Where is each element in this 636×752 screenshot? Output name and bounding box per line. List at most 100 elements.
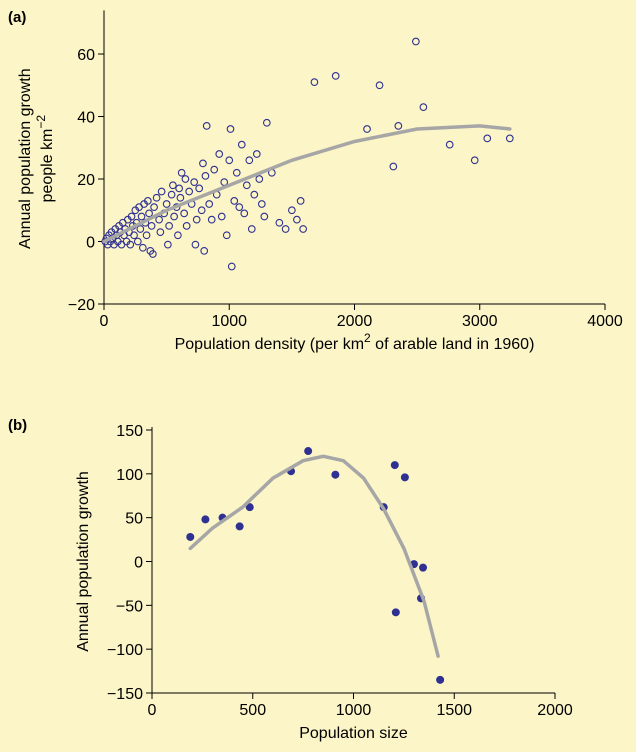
data-point (419, 103, 428, 111)
x-tick-label: 2000 (537, 702, 573, 719)
panel-label: (a) (8, 9, 26, 26)
data-point (257, 200, 266, 208)
y-tick-label: −20 (68, 297, 95, 314)
y-tick-label: −150 (107, 686, 143, 703)
data-point (245, 503, 254, 512)
x-tick-label: 1000 (336, 702, 372, 719)
data-point (390, 461, 399, 470)
data-point (215, 150, 224, 158)
data-point (260, 212, 269, 221)
data-point (252, 150, 261, 158)
data-point (155, 215, 163, 224)
y-tick-label: 150 (116, 423, 143, 440)
data-point (262, 118, 271, 127)
data-point (483, 134, 492, 143)
data-point (389, 162, 398, 171)
data-point (281, 225, 290, 233)
trend-line (188, 454, 440, 658)
data-point (436, 675, 445, 684)
y-label-superscript: −2 (34, 115, 48, 129)
data-point (186, 532, 195, 541)
y-tick-label: 0 (86, 235, 95, 252)
data-point (230, 197, 239, 205)
data-point (247, 225, 256, 233)
data-point (162, 200, 171, 208)
data-point (391, 608, 400, 617)
data-point (419, 563, 428, 572)
y-tick-label: 40 (77, 110, 95, 127)
data-point (299, 225, 307, 233)
data-point (293, 215, 301, 224)
data-point (165, 222, 173, 230)
data-point (400, 473, 409, 482)
data-point (232, 168, 241, 177)
data-point (226, 125, 235, 133)
data-point (220, 178, 229, 186)
y-tick-label: 0 (134, 555, 143, 572)
y-tick-label: 50 (125, 511, 143, 528)
data-point (185, 187, 194, 196)
y-label-text: Annual population growth (75, 471, 92, 652)
x-label-text: of arable land in 1960) (371, 336, 535, 353)
y-tick-label: −50 (116, 598, 143, 615)
data-point (145, 209, 153, 218)
data-point (169, 181, 177, 190)
data-point (199, 159, 207, 168)
y-axis-label: Annual population growth (17, 68, 34, 249)
data-point (222, 231, 231, 240)
x-tick-label: 2000 (337, 313, 373, 330)
data-point (210, 165, 219, 174)
data-point (310, 78, 319, 86)
data-point (201, 515, 210, 524)
data-point (195, 184, 204, 193)
data-point (470, 156, 479, 165)
y-tick-label: 100 (116, 467, 143, 484)
data-point (191, 240, 200, 249)
data-point (136, 225, 145, 233)
data-point (137, 212, 146, 221)
y-tick-label: −100 (107, 642, 143, 659)
data-point (133, 237, 142, 246)
y-label-text: people km (39, 129, 56, 203)
data-point (288, 206, 296, 215)
trend-line (102, 124, 512, 244)
data-point (142, 231, 151, 240)
data-point (148, 250, 157, 258)
data-point (176, 193, 185, 202)
data-point (190, 178, 199, 186)
data-point (201, 172, 210, 180)
data-point (237, 140, 246, 149)
data-point (363, 125, 371, 133)
data-point (175, 184, 183, 193)
data-point (138, 243, 147, 252)
data-point (167, 190, 176, 199)
x-tick-label: 1500 (436, 702, 472, 719)
x-axis-label: Population density (per km2 of arable la… (175, 331, 535, 353)
data-point (157, 187, 166, 196)
data-point (143, 197, 152, 205)
data-point (412, 37, 420, 46)
data-point (245, 156, 254, 165)
data-point (225, 156, 234, 165)
data-point (174, 231, 182, 240)
x-label-text: Population size (299, 725, 408, 742)
data-point (217, 212, 226, 221)
y-axis-label: Annual population growth (75, 471, 92, 652)
data-point (331, 72, 340, 80)
x-tick-label: 1000 (211, 313, 247, 330)
data-point (192, 215, 201, 224)
data-point (235, 203, 244, 211)
data-point (235, 522, 244, 531)
data-point (177, 168, 186, 177)
x-label-superscript: 2 (364, 331, 371, 345)
y-tick-label: 60 (77, 47, 95, 64)
data-point (202, 122, 211, 130)
data-point (505, 134, 514, 143)
x-tick-label: 0 (148, 702, 157, 719)
data-point (170, 212, 178, 221)
data-point (445, 140, 454, 149)
data-point (200, 247, 209, 255)
data-point (182, 222, 191, 230)
data-point (127, 212, 136, 221)
